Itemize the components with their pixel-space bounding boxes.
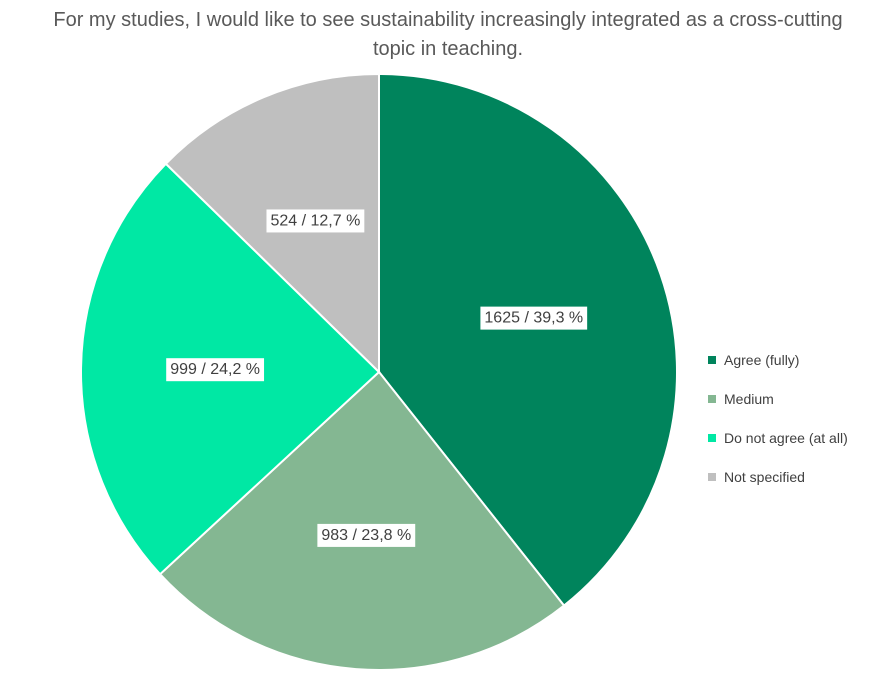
slice-label-2: 999 / 24,2 %	[166, 358, 265, 382]
slice-label-1: 983 / 23,8 %	[317, 523, 416, 547]
legend-item-3: Not specified	[708, 467, 848, 487]
legend-label: Not specified	[724, 469, 805, 485]
slice-label-0: 1625 / 39,3 %	[480, 306, 588, 330]
legend-swatch	[708, 395, 716, 403]
slice-label-text-3: 524 / 12,7 %	[270, 212, 360, 229]
pie-slice-0	[378, 72, 678, 607]
slice-label-3: 524 / 12,7 %	[266, 209, 365, 233]
slice-label-text-2: 999 / 24,2 %	[170, 361, 260, 378]
legend-item-2: Do not agree (at all)	[708, 428, 848, 448]
legend-item-0: Agree (fully)	[708, 350, 848, 370]
legend-swatch	[708, 356, 716, 364]
pie-labels: 1625 / 39,3 % 983 / 23,8 % 999 / 24,2 % 524…	[166, 209, 588, 547]
legend: Agree (fully) Medium Do not agree (at all)…	[708, 350, 848, 506]
legend-label: Do not agree (at all)	[724, 430, 848, 446]
legend-item-1: Medium	[708, 389, 848, 409]
legend-swatch	[708, 473, 716, 481]
legend-swatch	[708, 434, 716, 442]
slice-label-text-0: 1625 / 39,3 %	[484, 310, 583, 327]
pie-slice-1	[158, 370, 566, 671]
legend-label: Agree (fully)	[724, 352, 800, 368]
slice-label-text-1: 983 / 23,8 %	[321, 527, 411, 544]
chart-title: For my studies, I would like to see sust…	[53, 9, 843, 60]
legend-label: Medium	[724, 391, 774, 407]
